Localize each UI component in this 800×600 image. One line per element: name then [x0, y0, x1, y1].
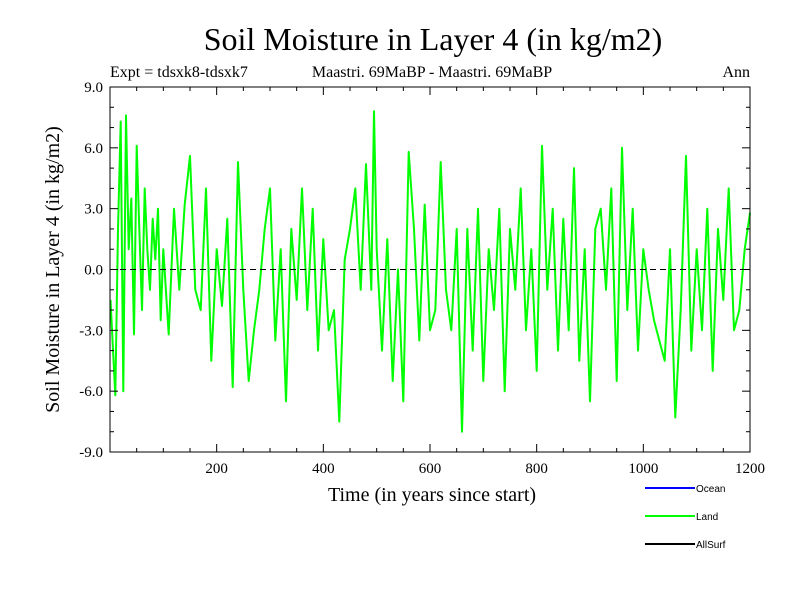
legend: Ocean Land AllSurf	[645, 484, 726, 551]
y-tick-labels: -9.0 -6.0 -3.0 0.0 3.0 6.0 9.0	[79, 80, 103, 461]
x-axis-label: Time (in years since start)	[328, 484, 536, 506]
x-tick-label: 400	[312, 461, 335, 477]
plot-area	[109, 86, 751, 453]
legend-label-allsurf: AllSurf	[696, 540, 726, 551]
y-tick-label: -6.0	[79, 384, 103, 400]
x-tick-label: 1200	[735, 461, 765, 477]
x-tick-label: 600	[419, 461, 442, 477]
y-tick-label: 6.0	[84, 141, 103, 157]
axis-ticks	[109, 86, 751, 453]
y-tick-label: -3.0	[79, 323, 103, 339]
y-tick-label: -9.0	[79, 445, 103, 461]
y-axis-label: Soil Moisture in Layer 4 (in kg/m2)	[42, 126, 64, 413]
y-tick-label: 9.0	[84, 80, 103, 96]
x-tick-label: 200	[205, 461, 228, 477]
series-line-land	[109, 110, 751, 433]
x-tick-labels: 200 400 600 800 1000 1200	[205, 461, 765, 477]
x-tick-label: 1000	[628, 461, 658, 477]
season-label: Ann	[722, 64, 750, 81]
y-tick-label: 0.0	[84, 263, 103, 279]
chart-title: Soil Moisture in Layer 4 (in kg/m2)	[204, 21, 663, 57]
y-tick-label: 3.0	[84, 202, 103, 218]
period-label: Maastri. 69MaBP - Maastri. 69MaBP	[312, 64, 552, 81]
data-layer	[109, 110, 751, 433]
legend-label-ocean: Ocean	[696, 484, 725, 495]
experiment-label: Expt = tdsxk8-tdsxk7	[110, 64, 248, 81]
x-tick-label: 800	[525, 461, 548, 477]
legend-label-land: Land	[696, 512, 718, 523]
